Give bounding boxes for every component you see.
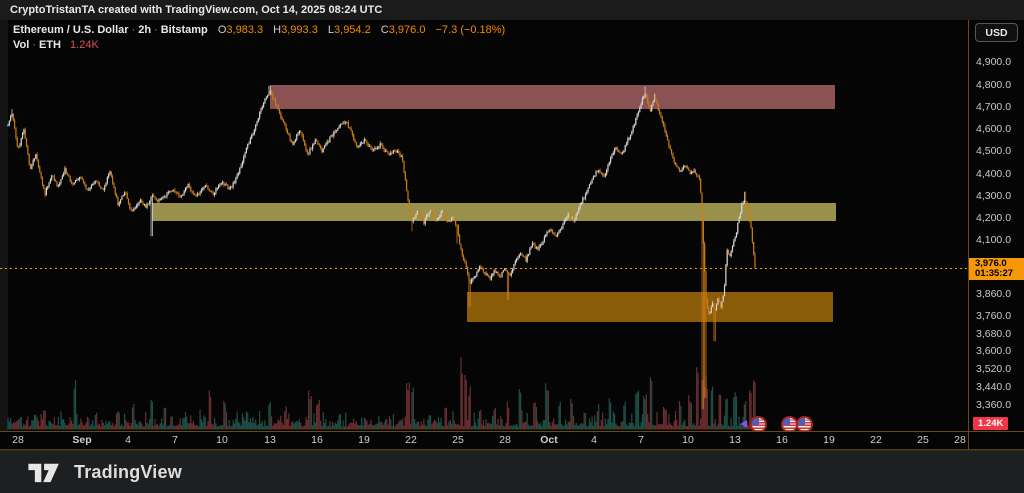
price-tick: 3,440.0 <box>976 380 1012 393</box>
time-tick: 19 <box>823 434 835 446</box>
interval-label: 2h <box>138 24 152 36</box>
price-tick: 4,800.0 <box>976 78 1012 91</box>
last-price-value: 3,976.0 <box>975 257 1007 269</box>
chart-legend: Ethereum / U.S. Dollar · 2h · Bitstamp O3,98… <box>13 23 505 52</box>
time-tick: 19 <box>358 434 370 446</box>
price-tick: 3,360.0 <box>976 398 1012 411</box>
time-tick: 25 <box>917 434 929 446</box>
price-tick: 4,400.0 <box>976 167 1012 180</box>
brand-name: TradingView <box>74 461 182 482</box>
time-tick: 13 <box>264 434 276 446</box>
price-tick: 4,900.0 <box>976 56 1012 69</box>
us-flag-event-icon[interactable] <box>780 415 798 431</box>
price-tick: 4,100.0 <box>976 234 1012 247</box>
volume-axis-label: 1.24K <box>973 416 1009 430</box>
time-tick: 28 <box>954 434 966 446</box>
us-flag-event-icon[interactable] <box>795 415 813 431</box>
flag-canton <box>782 417 790 425</box>
price-tick: 4,700.0 <box>976 100 1012 113</box>
plot-left-gutter <box>0 20 8 431</box>
close-value: 3,976.0 <box>388 24 426 36</box>
volume-value: 1.24K <box>70 39 99 51</box>
low-value: 3,954.2 <box>334 24 371 36</box>
price-tick: 4,500.0 <box>976 145 1012 158</box>
time-tick: 7 <box>172 434 178 446</box>
time-tick: 10 <box>682 434 694 446</box>
time-tick: 22 <box>405 434 417 446</box>
high-value: 3,993.3 <box>281 24 318 36</box>
symbol-row: Ethereum / U.S. Dollar · 2h · Bitstamp O3,98… <box>13 24 506 36</box>
open-value: 3,983.3 <box>226 24 264 36</box>
exchange-label: Bitstamp <box>160 24 208 36</box>
price-tick: 3,680.0 <box>976 327 1012 340</box>
chart-plot-area[interactable] <box>0 20 968 431</box>
symbol-title: Ethereum / U.S. Dollar <box>13 24 129 36</box>
candlestick-volume-canvas <box>7 85 756 430</box>
price-tick: 3,860.0 <box>976 287 1012 300</box>
time-tick: 7 <box>638 434 644 446</box>
footer-bar: TradingView <box>0 450 1024 493</box>
event-arrow-icon <box>740 420 747 428</box>
volume-row: Vol · ETH 1.24K <box>13 39 99 51</box>
time-tick: 4 <box>591 434 597 446</box>
us-flag-event-icon[interactable] <box>749 415 767 431</box>
time-tick: 25 <box>452 434 464 446</box>
currency-toggle-button[interactable]: USD <box>975 23 1018 42</box>
time-tick: 28 <box>499 434 511 446</box>
last-price-dotted-line <box>0 267 968 269</box>
time-tick: Sep <box>72 434 92 446</box>
price-tick: 4,300.0 <box>976 189 1012 202</box>
time-tick: 4 <box>125 434 131 446</box>
attribution-bar: CryptoTristanTA created with TradingView… <box>0 0 1024 20</box>
zone-demand-lower <box>467 292 833 322</box>
axis-separator-line <box>968 20 969 450</box>
price-tick: 3,520.0 <box>976 363 1012 376</box>
time-axis[interactable]: 28 Sep 4 7 10 13 16 19 22 25 28 Oct 4 7 10 13 16 19 22 25 28 <box>0 431 1024 450</box>
price-tick: 3,760.0 <box>976 309 1012 322</box>
attribution-text: CryptoTristanTA created with TradingView… <box>10 4 383 16</box>
tradingview-brand-link[interactable]: TradingView <box>28 460 182 484</box>
price-tick: 4,200.0 <box>976 212 1012 224</box>
zone-resistance-upper <box>270 85 835 110</box>
time-tick: 22 <box>870 434 882 446</box>
bar-countdown: 01:35:27 <box>975 267 1014 279</box>
price-tick: 4,600.0 <box>976 123 1012 136</box>
price-tick: 3,600.0 <box>976 345 1012 358</box>
time-tick: 16 <box>311 434 323 446</box>
zone-mid-supply <box>152 202 836 221</box>
time-tick: 28 <box>12 434 24 446</box>
price-axis[interactable]: USD 4,900.0 4,800.0 4,700.0 4,600.0 4,500.0 4… <box>968 20 1024 431</box>
tradingview-logo-icon <box>28 463 59 483</box>
time-tick: 10 <box>216 434 228 446</box>
change-value: −7.3 (−0.18%) <box>435 24 506 36</box>
time-tick: 16 <box>776 434 788 446</box>
time-tick: 13 <box>729 434 741 446</box>
flag-canton <box>751 417 759 425</box>
last-price-label: 3,976.0 01:35:27 <box>969 257 1024 280</box>
time-tick: Oct <box>540 434 558 446</box>
flag-canton <box>797 417 805 425</box>
